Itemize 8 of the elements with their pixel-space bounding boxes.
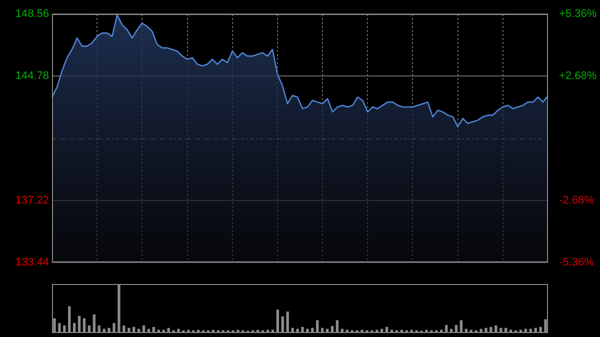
y2-tick-label: +2.68%: [559, 70, 597, 82]
y-tick-label: 137.22: [15, 194, 49, 206]
y-tick-label: 144.78: [15, 70, 49, 82]
y2-tick-label: -5.36%: [559, 256, 594, 268]
y-tick-label: 148.56: [15, 8, 49, 20]
y2-tick-label: +5.36%: [559, 8, 597, 20]
y-tick-label: 133.44: [15, 256, 49, 268]
y2-tick-label: -2.68%: [559, 194, 594, 206]
